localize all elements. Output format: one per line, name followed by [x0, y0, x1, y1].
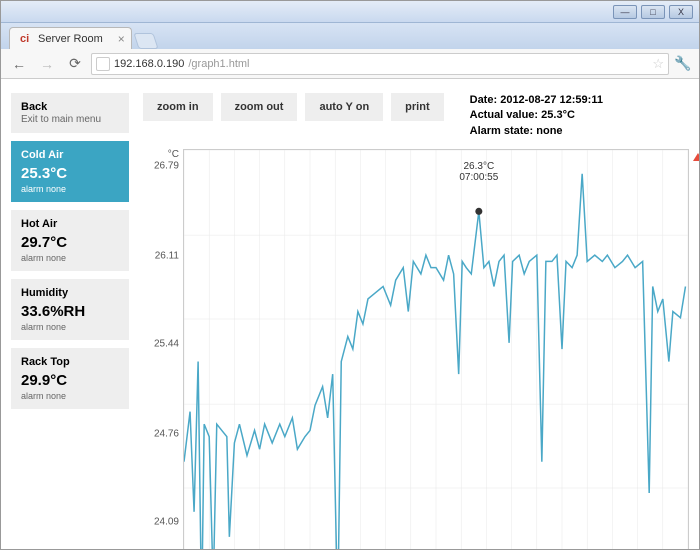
sidebar-card-rack-top[interactable]: Rack Top 29.9°C alarm none [11, 348, 129, 409]
arrow-up-icon[interactable] [693, 153, 699, 161]
card-label: Rack Top [21, 356, 119, 368]
card-label: Humidity [21, 287, 119, 299]
print-button[interactable]: print [391, 93, 443, 121]
card-value: 25.3°C [21, 165, 119, 182]
card-alarm: alarm none [21, 391, 119, 401]
url-bar[interactable]: 192.168.0.190/graph1.html ☆ [91, 53, 669, 75]
page-icon [96, 57, 110, 71]
browser-tab[interactable]: ci Server Room × [9, 27, 132, 49]
auto-y-button[interactable]: auto Y on [305, 93, 383, 121]
sidebar: Back Exit to main menu Cold Air 25.3°C ala… [11, 93, 129, 539]
bookmark-star-icon[interactable]: ☆ [652, 56, 664, 72]
tab-strip: ci Server Room × [1, 23, 699, 49]
settings-wrench-icon[interactable]: 🔧 [673, 54, 693, 74]
card-value: 29.7°C [21, 234, 119, 251]
card-alarm: alarm none [21, 184, 119, 194]
nav-reload-button[interactable]: ⟳ [63, 53, 87, 75]
tab-close-icon[interactable]: × [118, 32, 125, 46]
sidebar-card-hot-air[interactable]: Hot Air 29.7°C alarm none [11, 210, 129, 271]
back-sublabel: Exit to main menu [21, 114, 119, 125]
browser-toolbar: ← → ⟳ 192.168.0.190/graph1.html ☆ 🔧 [1, 49, 699, 79]
window-minimize-button[interactable]: — [613, 5, 637, 19]
url-host: 192.168.0.190 [114, 58, 184, 70]
y-tick-label: 24.76 [154, 428, 179, 439]
card-value: 33.6%RH [21, 303, 119, 320]
favicon-icon: ci [20, 33, 32, 45]
nav-back-button[interactable]: ← [7, 53, 31, 75]
chart: °C 26.7926.1125.4424.7624.0923.4122.74 2… [143, 149, 689, 549]
zoom-out-button[interactable]: zoom out [221, 93, 298, 121]
card-label: Cold Air [21, 149, 119, 161]
y-tick-label: 25.44 [154, 339, 179, 350]
window-titlebar: — □ X [1, 1, 699, 23]
url-path: /graph1.html [188, 58, 249, 70]
tab-title: Server Room [38, 33, 103, 45]
y-unit: °C [143, 149, 183, 160]
marker-label: 26.3°C07:00:55 [459, 161, 498, 183]
back-label: Back [21, 101, 119, 113]
sidebar-card-humidity[interactable]: Humidity 33.6%RH alarm none [11, 279, 129, 340]
sidebar-card-cold-air[interactable]: Cold Air 25.3°C alarm none [11, 141, 129, 202]
tick-mark [183, 211, 184, 212]
sidebar-back[interactable]: Back Exit to main menu [11, 93, 129, 133]
y-tick-label: 26.11 [155, 250, 179, 261]
card-alarm: alarm none [21, 322, 119, 332]
card-label: Hot Air [21, 218, 119, 230]
nav-forward-button[interactable]: → [35, 53, 59, 75]
y-tick-label: 26.79 [154, 161, 179, 172]
zoom-in-button[interactable]: zoom in [143, 93, 213, 121]
y-tick-label: 24.09 [154, 517, 179, 528]
new-tab-button[interactable] [133, 33, 158, 49]
window-maximize-button[interactable]: □ [641, 5, 665, 19]
card-value: 29.9°C [21, 372, 119, 389]
plot-area[interactable]: 26.3°C07:00:55 [183, 149, 689, 549]
main-panel: zoom in zoom out auto Y on print Date: 2… [129, 93, 689, 539]
status-block: Date: 2012-08-27 12:59:11 Actual value: … [470, 93, 603, 139]
window-close-button[interactable]: X [669, 5, 693, 19]
card-alarm: alarm none [21, 253, 119, 263]
